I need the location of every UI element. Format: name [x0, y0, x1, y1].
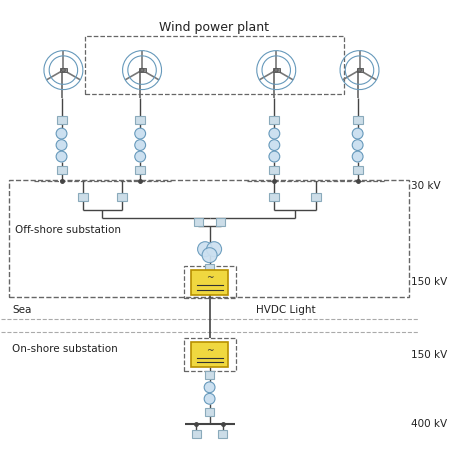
Text: ~: ~	[206, 346, 213, 355]
Circle shape	[352, 140, 363, 151]
Bar	[218, 430, 228, 438]
Bar	[135, 116, 145, 124]
Bar	[78, 193, 88, 202]
Bar	[57, 166, 67, 174]
Bar	[139, 68, 146, 72]
Bar	[184, 338, 236, 371]
Circle shape	[274, 68, 278, 72]
Circle shape	[62, 68, 65, 72]
Circle shape	[358, 68, 361, 72]
Bar	[205, 371, 214, 379]
Bar	[353, 166, 363, 174]
Circle shape	[269, 151, 280, 162]
Bar	[135, 166, 145, 174]
Circle shape	[198, 242, 212, 257]
Bar	[270, 116, 279, 124]
Circle shape	[202, 248, 217, 263]
Bar	[194, 218, 203, 226]
Bar	[205, 264, 214, 272]
Text: Off-shore substation: Off-shore substation	[15, 225, 121, 235]
Bar	[270, 166, 279, 174]
Bar	[353, 116, 363, 124]
Circle shape	[56, 128, 67, 139]
Circle shape	[269, 128, 280, 139]
Bar	[184, 266, 236, 298]
Bar	[60, 68, 67, 72]
Text: 150 kV: 150 kV	[411, 277, 448, 287]
Bar	[191, 342, 228, 367]
Text: ~: ~	[206, 273, 213, 282]
Text: 30 kV: 30 kV	[411, 181, 441, 191]
Circle shape	[269, 140, 280, 151]
Circle shape	[56, 151, 67, 162]
Bar	[205, 408, 214, 416]
Circle shape	[204, 393, 215, 404]
Circle shape	[352, 128, 363, 139]
Bar	[270, 193, 279, 202]
Bar	[85, 36, 344, 94]
Circle shape	[352, 151, 363, 162]
Circle shape	[135, 128, 146, 139]
Circle shape	[140, 68, 144, 72]
Circle shape	[56, 140, 67, 151]
Bar	[273, 68, 280, 72]
Bar	[216, 218, 225, 226]
Bar	[356, 68, 363, 72]
Bar	[191, 269, 228, 294]
Text: HVDC Light: HVDC Light	[256, 305, 315, 315]
Bar	[57, 116, 67, 124]
Circle shape	[207, 242, 221, 257]
Bar	[9, 179, 409, 297]
Text: On-shore substation: On-shore substation	[13, 344, 118, 354]
Circle shape	[135, 140, 146, 151]
Bar	[311, 193, 321, 202]
Circle shape	[135, 151, 146, 162]
Bar	[117, 193, 127, 202]
Text: Wind power plant: Wind power plant	[159, 21, 269, 34]
Text: Sea: Sea	[13, 305, 32, 315]
Text: 150 kV: 150 kV	[411, 349, 448, 359]
Text: 400 kV: 400 kV	[411, 419, 447, 429]
Circle shape	[204, 382, 215, 393]
Bar	[192, 430, 201, 438]
